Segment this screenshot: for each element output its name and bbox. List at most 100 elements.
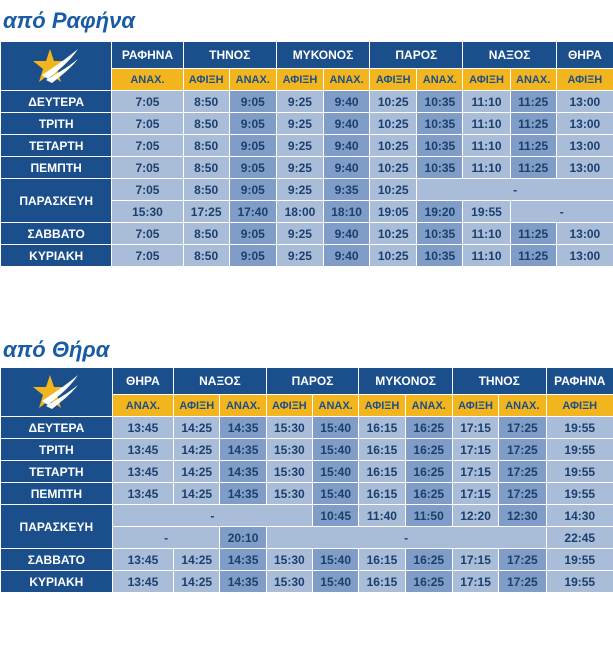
- time-cell: 17:25: [499, 571, 546, 592]
- time-cell: 19:55: [546, 549, 613, 570]
- time-cell: 14:25: [174, 417, 220, 438]
- time-cell: 8:50: [183, 223, 229, 244]
- header-port-1: ΘΗΡΑ: [112, 368, 174, 394]
- time-cell: 8:50: [183, 179, 229, 200]
- time-cell: 10:25: [370, 157, 417, 178]
- time-cell: 9:05: [229, 179, 276, 200]
- time-cell: 19:55: [546, 461, 613, 482]
- time-cell: 9:40: [324, 157, 370, 178]
- time-cell: 9:40: [324, 91, 370, 112]
- day-label: ΤΡΙΤΗ: [1, 439, 112, 460]
- time-cell: 8:50: [183, 157, 229, 178]
- time-cell: 18:10: [324, 201, 370, 222]
- time-cell: 15:30: [266, 461, 312, 482]
- time-cell: 10:35: [417, 91, 463, 112]
- time-cell: 10:25: [370, 245, 417, 266]
- time-cell: 15:40: [313, 571, 359, 592]
- time-cell: 11:10: [463, 157, 510, 178]
- time-cell: 9:25: [276, 157, 324, 178]
- time-cell: 9:35: [324, 179, 370, 200]
- time-cell: 13:45: [112, 439, 174, 460]
- table-row: ΠΕΜΠΤΗ 7:05 8:50 9:05 9:25 9:40 10:25 10:35 11:1…: [1, 157, 613, 178]
- time-cell: 19:05: [370, 201, 417, 222]
- sub-header: ΑΝΑΧ.: [112, 69, 183, 90]
- time-cell: 8:50: [183, 135, 229, 156]
- time-cell: 14:25: [174, 483, 220, 504]
- time-cell: 16:15: [359, 549, 405, 570]
- no-service-cell: -: [510, 201, 613, 222]
- time-cell: 11:50: [405, 505, 452, 526]
- header-port-4: ΜΥΚΟΝΟΣ: [359, 368, 452, 394]
- time-cell: 13:00: [556, 113, 613, 134]
- sub-header: ΑΦΙΞΗ: [370, 69, 417, 90]
- time-cell: 20:10: [220, 527, 266, 548]
- time-cell: 9:05: [229, 91, 276, 112]
- table1-weekend-rows: ΣΑΒΒΑΤΟ 7:05 8:50 9:05 9:25 9:40 10:25 10:35 11:…: [1, 223, 613, 266]
- time-cell: 10:35: [417, 113, 463, 134]
- table-row: ΤΕΤΑΡΤΗ 13:45 14:25 14:35 15:30 15:40 16:15 16:…: [1, 461, 613, 482]
- header-port-4: ΠΑΡΟΣ: [370, 42, 463, 68]
- time-cell: 14:30: [546, 505, 613, 526]
- header-port-5: ΤΗΝΟΣ: [452, 368, 546, 394]
- time-cell: 10:35: [417, 135, 463, 156]
- no-service-cell: -: [266, 527, 546, 548]
- time-cell: 10:25: [370, 113, 417, 134]
- sub-header: ΑΦΙΞΗ: [266, 395, 312, 416]
- time-cell: 14:25: [174, 461, 220, 482]
- day-label: ΠΑΡΑΣΚΕΥΗ: [1, 179, 112, 222]
- no-service-cell: -: [417, 179, 613, 200]
- table-row: ΔΕΥΤΕΡΑ 13:45 14:25 14:35 15:30 15:40 16:15 16:…: [1, 417, 613, 438]
- time-cell: 11:25: [510, 245, 556, 266]
- time-cell: 17:25: [499, 483, 546, 504]
- day-label: ΤΕΤΑΡΤΗ: [1, 135, 112, 156]
- time-cell: 13:00: [556, 135, 613, 156]
- time-cell: 9:25: [276, 91, 324, 112]
- time-cell: 15:30: [266, 571, 312, 592]
- time-cell: 17:40: [229, 201, 276, 222]
- time-cell: 14:35: [220, 571, 266, 592]
- sub-header: ΑΝΑΧ.: [417, 69, 463, 90]
- schedule-table-from-rafina: ΡΑΦΗΝΑ ΤΗΝΟΣ ΜΥΚΟΝΟΣ ΠΑΡΟΣ ΝΑΞΟΣ ΘΗΡΑ ΑΝ…: [0, 41, 613, 267]
- time-cell: 9:40: [324, 135, 370, 156]
- time-cell: 9:05: [229, 245, 276, 266]
- time-cell: 15:30: [266, 483, 312, 504]
- sub-header: ΑΦΙΞΗ: [359, 395, 405, 416]
- time-cell: 13:45: [112, 571, 174, 592]
- time-cell: 15:40: [313, 461, 359, 482]
- time-cell: 11:40: [359, 505, 405, 526]
- time-cell: 9:05: [229, 223, 276, 244]
- time-cell: 11:25: [510, 223, 556, 244]
- time-cell: 16:25: [405, 571, 452, 592]
- time-cell: 12:30: [499, 505, 546, 526]
- time-cell: 9:05: [229, 157, 276, 178]
- time-cell: 10:35: [417, 245, 463, 266]
- day-label: ΤΡΙΤΗ: [1, 113, 112, 134]
- time-cell: 17:15: [452, 549, 499, 570]
- no-service-cell: -: [112, 505, 312, 526]
- time-cell: 17:25: [499, 439, 546, 460]
- table1-weekday-rows: ΔΕΥΤΕΡΑ 7:05 8:50 9:05 9:25 9:40 10:25 10:35 11:…: [1, 91, 613, 178]
- time-cell: 19:55: [546, 571, 613, 592]
- time-cell: 16:25: [405, 483, 452, 504]
- sub-header: ΑΝΑΧ.: [324, 69, 370, 90]
- header-port-3: ΜΥΚΟΝΟΣ: [276, 42, 370, 68]
- time-cell: 9:05: [229, 113, 276, 134]
- time-cell: 10:45: [313, 505, 359, 526]
- header-port-1: ΡΑΦΗΝΑ: [112, 42, 183, 68]
- time-cell: 15:40: [313, 483, 359, 504]
- time-cell: 16:25: [405, 549, 452, 570]
- time-cell: 19:20: [417, 201, 463, 222]
- time-cell: 8:50: [183, 245, 229, 266]
- time-cell: 16:15: [359, 417, 405, 438]
- header-port-3: ΠΑΡΟΣ: [266, 368, 359, 394]
- header-port-5: ΝΑΞΟΣ: [463, 42, 556, 68]
- schedule-table-from-thira: ΘΗΡΑ ΝΑΞΟΣ ΠΑΡΟΣ ΜΥΚΟΝΟΣ ΤΗΝΟΣ ΡΑΦΗΝΑ ΑΝ…: [0, 367, 613, 593]
- time-cell: 10:25: [370, 223, 417, 244]
- time-cell: 7:05: [112, 135, 183, 156]
- time-cell: 19:55: [546, 483, 613, 504]
- time-cell: 19:55: [463, 201, 510, 222]
- star-swoosh-logo-icon: [33, 375, 79, 409]
- time-cell: 16:25: [405, 439, 452, 460]
- table-row: ΤΕΤΑΡΤΗ 7:05 8:50 9:05 9:25 9:40 10:25 10:35 11:…: [1, 135, 613, 156]
- table-row: ΣΑΒΒΑΤΟ 7:05 8:50 9:05 9:25 9:40 10:25 10:35 11:…: [1, 223, 613, 244]
